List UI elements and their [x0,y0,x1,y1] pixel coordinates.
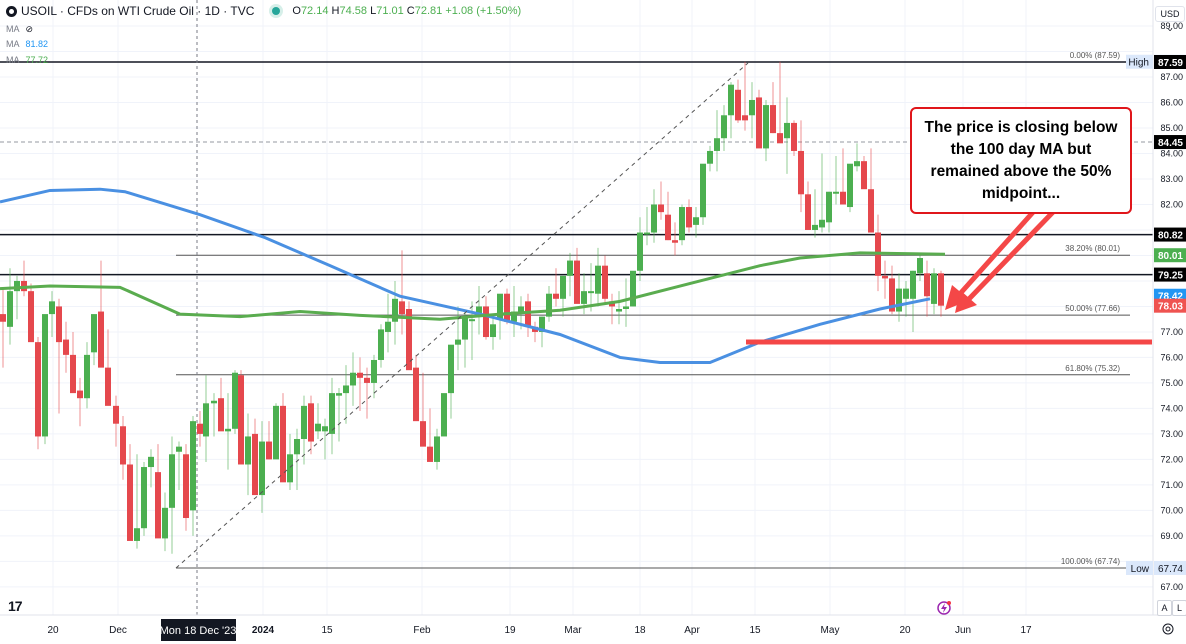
svg-text:87.59: 87.59 [1158,58,1183,69]
svg-text:100.00% (67.74): 100.00% (67.74) [1061,557,1120,566]
svg-text:76.00: 76.00 [1160,352,1183,362]
svg-text:80.82: 80.82 [1158,231,1183,242]
svg-text:69.00: 69.00 [1160,531,1183,541]
svg-text:74.00: 74.00 [1160,403,1183,413]
price-axis-labels: 87.60High87.5984.4580.8280.0179.2578.427… [1126,54,1186,575]
svg-text:May: May [821,625,840,636]
svg-text:67.00: 67.00 [1160,582,1183,592]
svg-text:70.00: 70.00 [1160,505,1183,515]
svg-text:84.45: 84.45 [1158,138,1183,149]
svg-text:15: 15 [749,625,761,636]
market-status-icon[interactable] [272,7,281,15]
indicator-ma-hidden[interactable]: MA ⊘ [6,24,34,34]
svg-text:20: 20 [899,625,911,636]
svg-text:79.25: 79.25 [1158,271,1183,282]
svg-text:71.00: 71.00 [1160,480,1183,490]
svg-text:73.00: 73.00 [1160,429,1183,439]
svg-text:20: 20 [47,625,59,636]
svg-text:77.00: 77.00 [1160,327,1183,337]
svg-text:78.42: 78.42 [1158,292,1183,303]
annotation-arrow-2[interactable] [955,208,1057,313]
lightning-icon[interactable] [937,601,951,615]
svg-text:Dec: Dec [109,625,127,636]
time-axis-ticks: 20 Dec 2024 15 Feb 19 Mar 18 Apr 15 May 20 Jun 17 [47,625,1032,636]
crosshair-date-label: Mon 18 Dec '23 [160,619,237,641]
annotation-arrow-1[interactable] [945,208,1037,310]
svg-text:19: 19 [504,625,516,636]
tradingview-logo[interactable]: 17 [8,598,23,614]
svg-text:Jun: Jun [955,625,971,636]
svg-text:18: 18 [634,625,646,636]
svg-text:Low: Low [1131,564,1150,575]
svg-text:38.20% (80.01): 38.20% (80.01) [1065,244,1120,253]
svg-text:67.74: 67.74 [1158,564,1183,575]
candlestick-series [0,61,944,554]
fib-trend-line[interactable] [175,62,749,569]
svg-text:15: 15 [321,625,333,636]
svg-text:High: High [1128,58,1149,69]
annotation-text: The price is closing below the 100 day M… [924,118,1118,202]
settings-gear-icon[interactable] [1162,623,1174,635]
symbol-logo-icon [6,5,17,17]
svg-text:Feb: Feb [413,625,431,636]
price-axis-ticks: 89.00 87.00 86.00 85.00 84.00 83.00 82.00 77.00… [1160,21,1183,592]
svg-text:Mar: Mar [564,625,582,636]
moving-averages [0,187,946,365]
svg-text:89.00: 89.00 [1160,21,1183,31]
svg-text:Mon 18 Dec '23: Mon 18 Dec '23 [160,625,237,637]
auto-scale-button[interactable]: A [1157,600,1172,616]
svg-text:84.00: 84.00 [1160,149,1183,159]
annotation-callout[interactable]: The price is closing below the 100 day M… [910,107,1132,214]
svg-text:50.00% (77.66): 50.00% (77.66) [1065,304,1120,313]
svg-text:0.00% (87.59): 0.00% (87.59) [1070,51,1121,60]
symbol-legend[interactable]: USOIL · CFDs on WTI Crude Oil · 1D · TVC… [6,4,521,18]
svg-text:Apr: Apr [684,625,700,636]
svg-text:17: 17 [1020,625,1032,636]
ohlc-values: O72.14 H74.58 L71.01 C72.81 +1.08 (+1.50… [292,5,522,17]
svg-text:83.00: 83.00 [1160,174,1183,184]
svg-text:82.00: 82.00 [1160,199,1183,209]
currency-selector[interactable]: USD ⌄ [1155,6,1185,33]
indicator-ma-green[interactable]: MA 77.72 [6,55,49,65]
svg-text:61.80% (75.32): 61.80% (75.32) [1065,364,1120,373]
svg-text:87.00: 87.00 [1160,72,1183,82]
svg-text:85.00: 85.00 [1160,123,1183,133]
svg-text:75.00: 75.00 [1160,378,1183,388]
svg-text:86.00: 86.00 [1160,98,1183,108]
svg-text:72.00: 72.00 [1160,454,1183,464]
symbol-title: USOIL · CFDs on WTI Crude Oil · 1D · TVC [21,4,255,18]
price-axis[interactable] [1153,0,1186,644]
log-scale-button[interactable]: L [1172,600,1186,616]
svg-text:80.01: 80.01 [1158,251,1183,262]
svg-text:78.03: 78.03 [1158,302,1183,313]
eye-hidden-icon[interactable]: ⊘ [25,24,34,34]
svg-text:2024: 2024 [252,625,275,636]
indicator-ma-blue[interactable]: MA 81.82 [6,39,49,49]
